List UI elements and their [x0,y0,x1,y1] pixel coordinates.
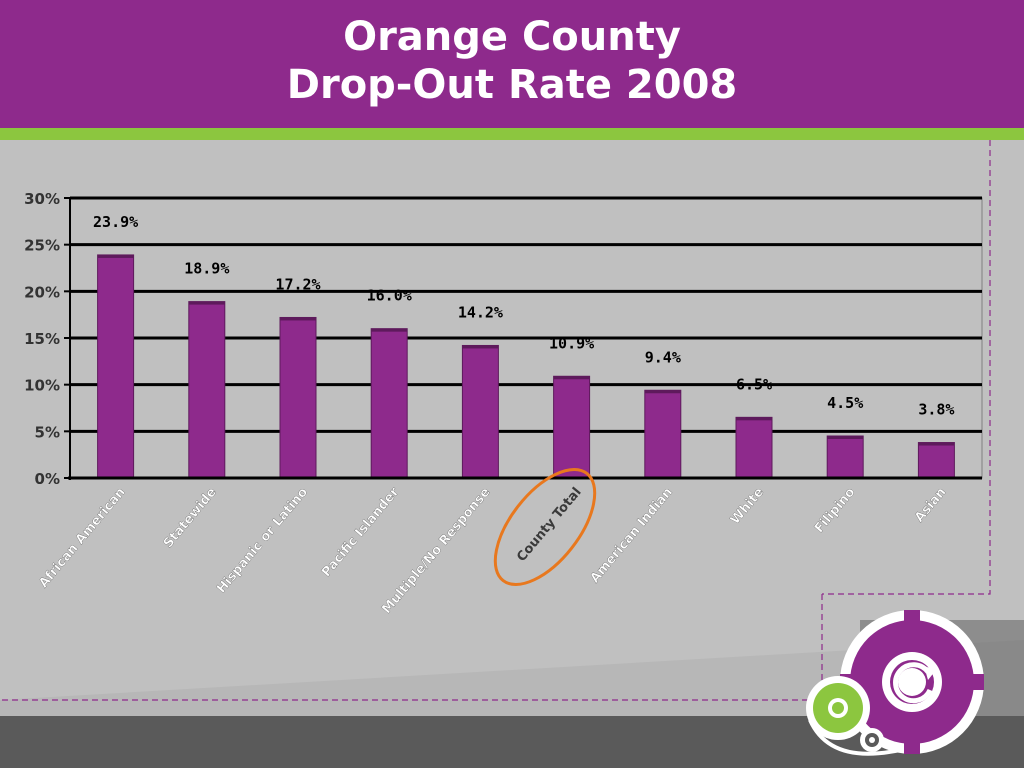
x-tick-label: African American [36,485,128,591]
bar [553,375,591,479]
tiny-gear-icon [860,728,884,752]
y-axis-ticks: 0% 5% 10% 15% 20% 25% 30% [24,190,70,488]
bar [644,389,682,479]
bar-top [736,417,772,421]
bar [188,301,226,479]
county-total-highlight [493,467,597,587]
bar-top [462,345,499,349]
bar-top [280,317,316,321]
y-tick-label: 15% [24,330,60,348]
bar-top [918,442,955,446]
bar [735,416,773,479]
slide-title-line1: Orange County [343,14,681,60]
bar [826,435,864,479]
data-label: 18.9% [184,260,229,278]
data-label: 10.9% [549,334,594,352]
small-gear-icon [806,676,870,740]
data-label: 14.2% [458,303,503,321]
bar [97,254,135,479]
x-tick-label: White [728,485,767,528]
x-tick-label: Statewide [161,485,220,551]
y-tick-label: 25% [24,237,60,255]
x-tick-label: Hispanic or Latino [214,485,311,596]
bar [370,328,408,479]
y-tick-label: 20% [24,283,60,301]
data-label: 4.5% [827,394,863,412]
x-tick-label: Multiple/No Response [379,485,493,617]
bar-top [188,301,225,305]
bar-top [827,436,864,439]
x-tick-label: Filipino [812,485,858,536]
title-banner: Orange County Drop-Out Rate 2008 [0,0,1024,140]
curved-arrow [808,719,901,756]
data-label: 16.0% [367,287,412,305]
x-tick-label: Asian [912,485,949,526]
bar-top [371,328,408,332]
bar [461,344,499,479]
gear-logo [806,610,984,756]
large-gear-icon [840,610,984,754]
y-tick-label: 0% [35,470,60,488]
bar-top [97,254,134,258]
bar [917,442,955,479]
data-label: 6.5% [736,375,772,393]
data-label: 23.9% [93,213,138,231]
y-tick-label: 5% [35,423,60,441]
y-tick-label: 10% [24,377,60,395]
bar-top [553,376,590,380]
data-labels: 23.9% 18.9% 17.2% 16.0% 14.2% 10.9% 9.4% 6.5% 4.… [93,213,954,419]
bars [97,254,955,479]
bar [279,316,317,479]
x-tick-label: Pacific Islander [319,484,403,580]
data-label: 9.4% [645,348,681,366]
refresh-arrow-icon [893,662,936,704]
bar-top [644,390,681,394]
data-label: 3.8% [918,401,954,419]
data-label: 17.2% [275,275,320,293]
y-tick-label: 30% [24,190,60,208]
slide-title-line2: Drop-Out Rate 2008 [286,62,738,108]
x-tick-label: American Indian [588,485,676,586]
